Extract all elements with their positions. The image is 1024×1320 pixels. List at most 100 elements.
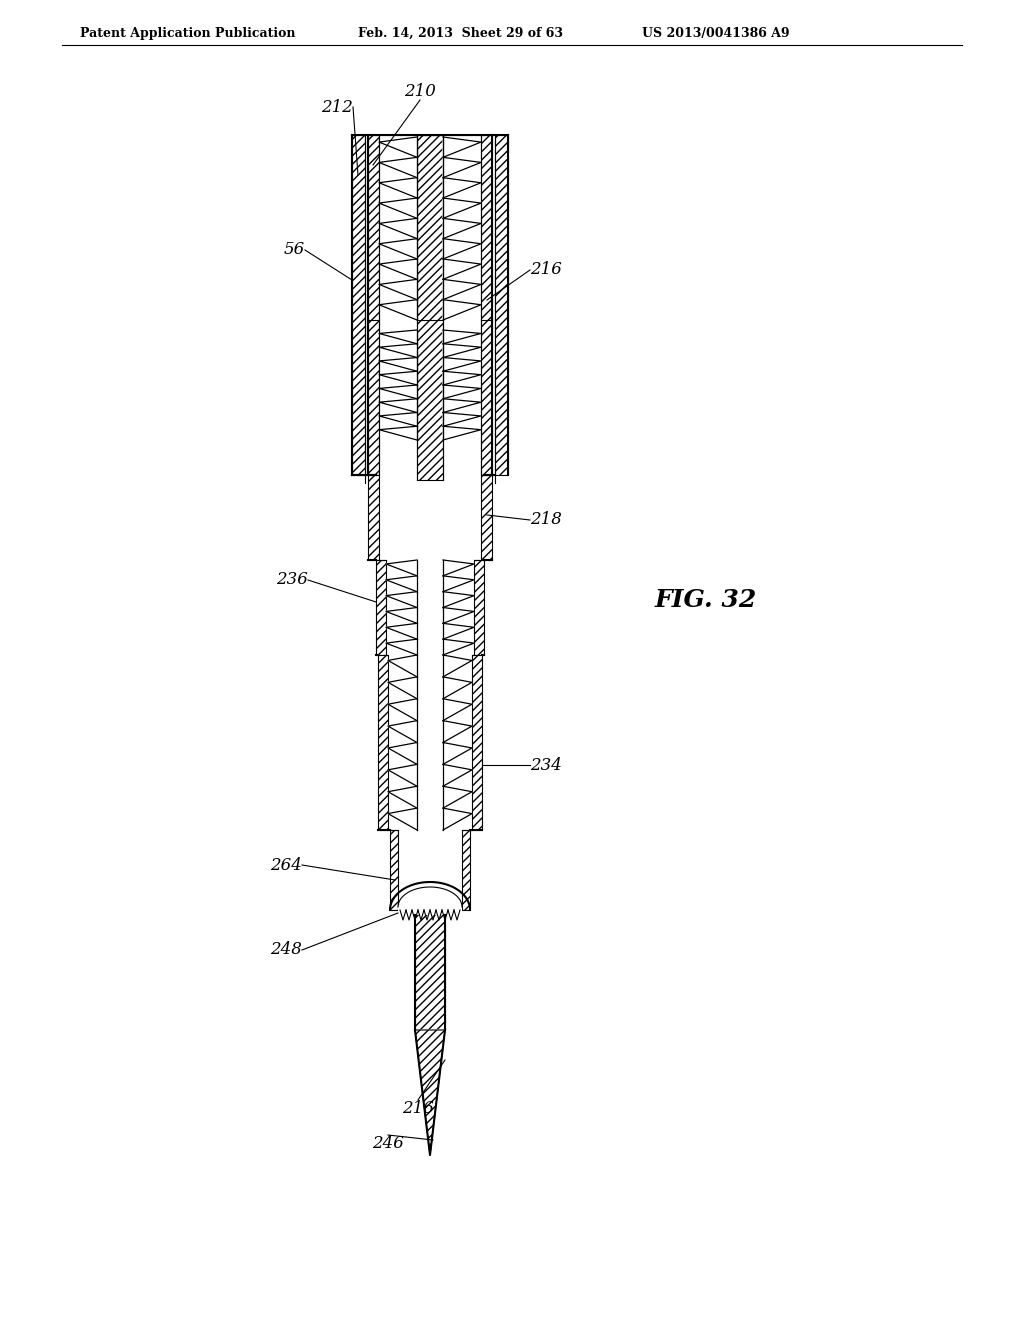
Bar	[390, 830, 398, 909]
Text: 234: 234	[530, 756, 562, 774]
Bar	[415, 915, 445, 1030]
Polygon shape	[443, 677, 472, 698]
Bar	[417, 135, 443, 480]
Bar	[365, 135, 403, 475]
Text: 236: 236	[276, 572, 308, 589]
Polygon shape	[443, 178, 481, 198]
Text: 216: 216	[530, 261, 562, 279]
Bar	[379, 135, 417, 475]
Bar	[462, 830, 470, 909]
Polygon shape	[379, 371, 417, 385]
Polygon shape	[443, 280, 481, 300]
Bar	[474, 560, 484, 655]
Bar	[376, 560, 386, 655]
Polygon shape	[443, 787, 472, 808]
Polygon shape	[443, 698, 472, 721]
Polygon shape	[443, 385, 481, 399]
Polygon shape	[379, 157, 417, 178]
Polygon shape	[388, 808, 417, 830]
Bar	[495, 135, 508, 475]
Polygon shape	[443, 157, 481, 178]
Polygon shape	[379, 218, 417, 239]
Polygon shape	[443, 623, 474, 639]
Text: Patent Application Publication: Patent Application Publication	[80, 26, 296, 40]
Bar	[352, 135, 365, 475]
Text: 210: 210	[404, 83, 436, 100]
Polygon shape	[379, 198, 417, 218]
Bar	[352, 135, 365, 475]
Polygon shape	[379, 343, 417, 358]
Polygon shape	[386, 607, 417, 623]
Polygon shape	[443, 721, 472, 742]
Bar	[472, 655, 482, 830]
Text: 216: 216	[402, 1100, 434, 1117]
Polygon shape	[443, 560, 474, 576]
Polygon shape	[443, 412, 481, 426]
Bar	[398, 906, 462, 925]
Bar	[368, 135, 379, 475]
Polygon shape	[443, 198, 481, 218]
Bar	[481, 135, 492, 475]
Text: 56: 56	[284, 242, 305, 259]
Bar	[417, 135, 443, 480]
Polygon shape	[379, 280, 417, 300]
Bar	[368, 475, 379, 560]
Polygon shape	[443, 137, 481, 157]
Polygon shape	[443, 239, 481, 259]
Bar	[378, 655, 388, 830]
Text: FIG. 32: FIG. 32	[655, 587, 758, 612]
Polygon shape	[386, 576, 417, 591]
Polygon shape	[443, 764, 472, 787]
Polygon shape	[388, 655, 417, 677]
Polygon shape	[443, 343, 481, 358]
Bar	[481, 135, 492, 475]
Polygon shape	[379, 358, 417, 371]
Polygon shape	[443, 607, 474, 623]
Polygon shape	[379, 178, 417, 198]
Polygon shape	[443, 591, 474, 607]
Text: 264: 264	[270, 857, 302, 874]
Polygon shape	[379, 300, 417, 319]
Polygon shape	[443, 218, 481, 239]
Bar	[462, 830, 470, 909]
Polygon shape	[443, 639, 474, 655]
Text: 246: 246	[372, 1135, 403, 1152]
Polygon shape	[386, 560, 417, 576]
Bar	[368, 135, 379, 475]
Polygon shape	[379, 137, 417, 157]
Polygon shape	[379, 426, 417, 440]
Polygon shape	[415, 1030, 445, 1155]
Bar	[472, 655, 482, 830]
Polygon shape	[386, 591, 417, 607]
Text: 212: 212	[322, 99, 353, 116]
Polygon shape	[379, 330, 417, 343]
Polygon shape	[379, 259, 417, 280]
Polygon shape	[443, 371, 481, 385]
Text: 218: 218	[530, 511, 562, 528]
Polygon shape	[443, 259, 481, 280]
Polygon shape	[443, 655, 472, 677]
Polygon shape	[388, 787, 417, 808]
Bar	[474, 560, 484, 655]
Polygon shape	[443, 426, 481, 440]
Polygon shape	[386, 639, 417, 655]
Bar	[415, 915, 445, 1030]
Polygon shape	[443, 399, 481, 412]
Text: US 2013/0041386 A9: US 2013/0041386 A9	[642, 26, 790, 40]
Polygon shape	[379, 399, 417, 412]
Bar	[443, 135, 481, 475]
Polygon shape	[388, 698, 417, 721]
Polygon shape	[443, 576, 474, 591]
Polygon shape	[379, 385, 417, 399]
Polygon shape	[388, 677, 417, 698]
Bar	[492, 135, 495, 475]
Bar	[390, 830, 398, 909]
Bar	[368, 475, 379, 560]
Polygon shape	[443, 358, 481, 371]
Polygon shape	[443, 742, 472, 764]
Bar	[481, 475, 492, 560]
Polygon shape	[379, 239, 417, 259]
Text: Feb. 14, 2013  Sheet 29 of 63: Feb. 14, 2013 Sheet 29 of 63	[358, 26, 563, 40]
Text: 248: 248	[270, 941, 302, 958]
Polygon shape	[443, 808, 472, 830]
